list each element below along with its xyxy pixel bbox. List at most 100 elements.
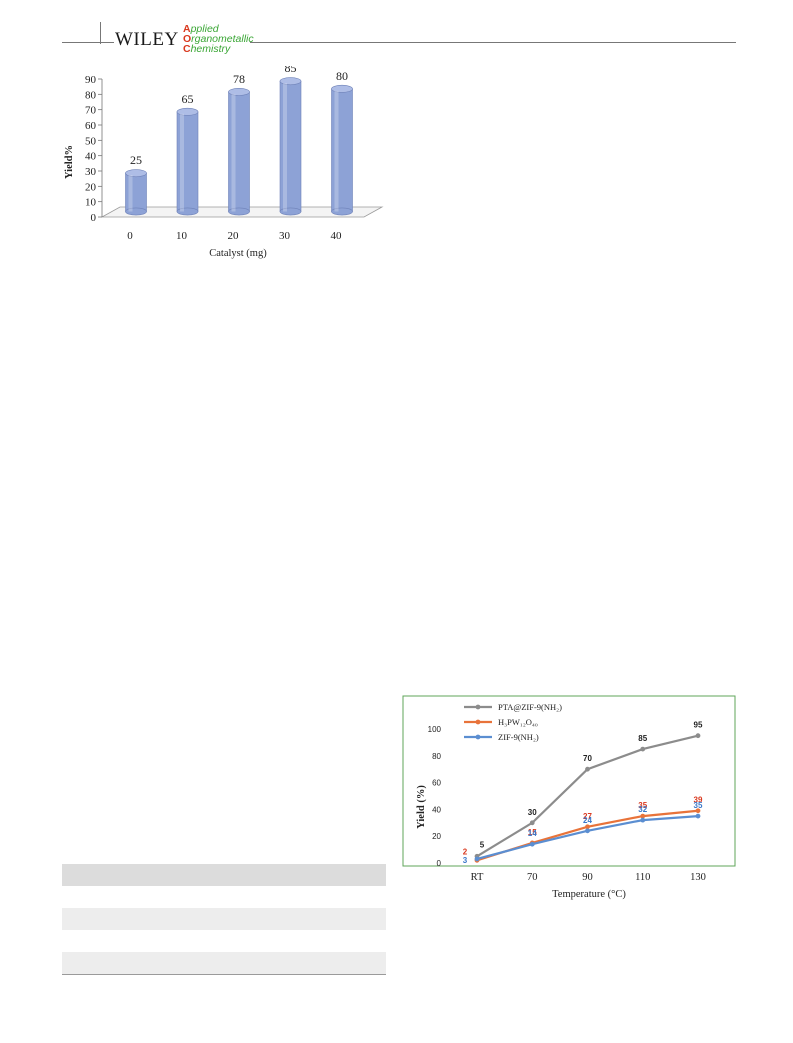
x-tick-label: 20 (228, 230, 240, 242)
series-point (640, 817, 646, 823)
bar-data-label: 65 (182, 92, 194, 106)
publisher-logo: WILEY (115, 29, 179, 50)
bar (125, 169, 147, 216)
y-axis-title: Yield% (64, 145, 75, 179)
data-label: 95 (694, 721, 703, 730)
header-rule-left (62, 42, 114, 43)
bar (228, 87, 250, 216)
y-tick-label: 0 (437, 859, 442, 868)
series-point (529, 841, 535, 847)
bar-top (228, 87, 250, 96)
y-tick-label: 10 (85, 197, 97, 209)
journal-name-line-2: Organometallic (183, 33, 254, 45)
series-point (474, 856, 480, 862)
bar-base (125, 207, 147, 216)
legend-label: PTA@ZIF-9(NH₂) (498, 702, 562, 712)
bar-top (125, 169, 147, 178)
legend-label: ZIF-9(NH₂) (498, 732, 539, 742)
bar-highlight (231, 93, 236, 212)
x-axis-title: Temperature (°C) (552, 889, 626, 900)
y-tick-label: 20 (432, 832, 441, 841)
temperature-yield-line-chart: 0 20 40 60 80 100 Yield (%) RT 70 90 110 130 Tempera… (402, 695, 736, 903)
journal-name-line-1: Applied (183, 23, 219, 35)
y-tick-label: 40 (85, 151, 97, 163)
bar-base (228, 207, 250, 216)
data-label: 5 (480, 840, 485, 849)
x-tick-label: 70 (527, 872, 538, 883)
data-label: 70 (583, 754, 592, 763)
table-bottom-rule (62, 974, 386, 975)
chart-frame (402, 695, 736, 867)
journal-name: Applied Organometallic Chemistry (183, 23, 254, 55)
data-label: 35 (694, 801, 703, 810)
y-tick-label: 100 (428, 725, 442, 734)
table-header-row (62, 864, 386, 886)
x-tick-label: 90 (582, 872, 593, 883)
x-tick-label: RT (471, 872, 484, 883)
data-label: 14 (528, 829, 537, 838)
y-tick-label: 70 (85, 105, 97, 117)
series-point (695, 813, 701, 819)
series-point (585, 766, 590, 772)
bar (279, 77, 302, 216)
table-row (62, 886, 386, 908)
y-tick-label: 0 (91, 212, 97, 224)
series-point (640, 746, 646, 752)
series-point (640, 813, 646, 819)
y-tick-label: 80 (432, 752, 441, 761)
catalyst-yield-bar-chart: 0 10 20 30 40 50 60 70 80 90 Yield% 25 0 65 10 78 20 85 30… (60, 66, 390, 266)
bar-data-label: 78 (233, 72, 245, 86)
bar (331, 84, 353, 216)
legend-marker (475, 734, 481, 740)
bar-highlight (334, 90, 339, 212)
data-label: 2 (463, 847, 468, 856)
y-tick-label: 60 (432, 779, 441, 788)
data-label: 35 (638, 801, 647, 810)
header-rule-right (250, 42, 736, 43)
bar-highlight (180, 113, 184, 212)
legend-label: H₃PW₁₂O₄₀ (498, 717, 538, 727)
data-label: 24 (583, 816, 592, 825)
bar-highlight (283, 83, 287, 212)
bar (176, 107, 199, 216)
bar-top (176, 107, 199, 116)
series-point (529, 820, 535, 826)
bar-data-label: 85 (285, 66, 297, 75)
journal-name-line-3: Chemistry (183, 43, 231, 55)
legend-marker (475, 719, 481, 725)
y-tick-label: 60 (85, 120, 97, 132)
data-label: 39 (694, 796, 703, 805)
bar-base (279, 207, 302, 216)
header-margin-mark (100, 22, 101, 44)
y-tick-label: 80 (85, 89, 97, 101)
bar-highlight (128, 175, 133, 212)
table-row (62, 908, 386, 930)
bar-top (279, 77, 302, 86)
x-tick-label: 30 (279, 230, 291, 242)
table-row (62, 930, 386, 952)
x-tick-label: 110 (635, 872, 650, 883)
x-tick-label: 0 (127, 230, 133, 242)
x-tick-label: 40 (331, 230, 343, 242)
x-tick-label: 10 (176, 230, 188, 242)
data-label: 85 (638, 734, 647, 743)
series-point (585, 824, 590, 830)
legend-marker (475, 704, 481, 710)
series-point (695, 808, 701, 814)
data-table (62, 864, 386, 975)
bar-data-label: 80 (336, 69, 348, 83)
y-axis-title: Yield (%) (416, 785, 427, 829)
series-point (585, 828, 590, 834)
bar-base (176, 207, 199, 216)
data-label: 3 (463, 856, 468, 865)
bar-data-label: 25 (130, 153, 142, 167)
data-label: 30 (528, 808, 537, 817)
x-axis-title: Catalyst (mg) (209, 248, 267, 259)
series-point (695, 733, 701, 739)
bar-base (331, 207, 353, 216)
line-chart-svg: 0 20 40 60 80 100 Yield (%) RT 70 90 110 130 Tempera… (402, 695, 736, 900)
y-tick-label: 50 (85, 135, 97, 147)
data-label: 27 (583, 812, 592, 821)
data-label: 15 (528, 828, 537, 837)
y-tick-label: 20 (85, 181, 97, 193)
